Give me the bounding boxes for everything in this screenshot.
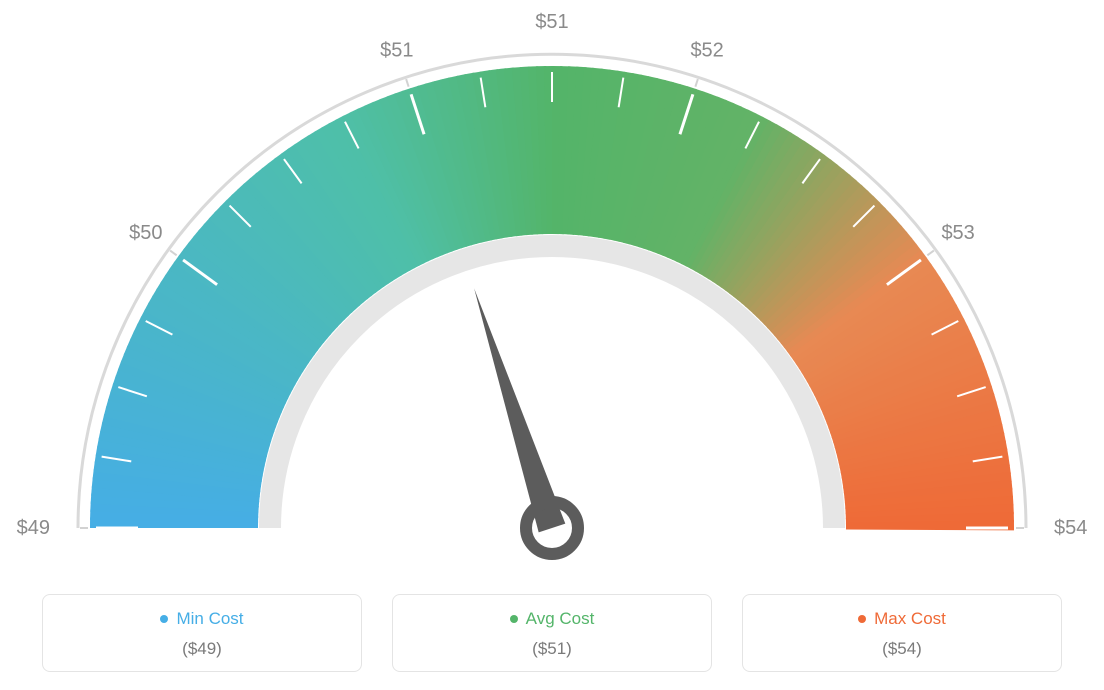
gauge-major-tick [927, 251, 933, 256]
legend-card-min: Min Cost ($49) [42, 594, 362, 672]
legend-value-min: ($49) [53, 639, 351, 659]
legend-title-min: Min Cost [160, 609, 243, 629]
gauge-major-tick [406, 79, 408, 87]
legend-label-avg: Avg Cost [526, 609, 595, 629]
gauge-container: $49 $50 $51 $51 $52 $53 $54 [0, 0, 1104, 560]
gauge-tick-label: $54 [1054, 517, 1087, 539]
gauge-tick-label: $50 [129, 222, 162, 244]
legend-label-max: Max Cost [874, 609, 946, 629]
gauge-major-tick [170, 251, 176, 256]
legend-dot-max [858, 615, 866, 623]
legend-card-avg: Avg Cost ($51) [392, 594, 712, 672]
gauge-tick-label: $52 [690, 40, 723, 62]
gauge-color-band [90, 66, 1014, 530]
legend-value-avg: ($51) [403, 639, 701, 659]
legend-title-avg: Avg Cost [510, 609, 595, 629]
gauge-chart: $49 $50 $51 $51 $52 $53 $54 [0, 0, 1104, 560]
legend-dot-min [160, 615, 168, 623]
legend-dot-avg [510, 615, 518, 623]
legend-title-max: Max Cost [858, 609, 946, 629]
legend-value-max: ($54) [753, 639, 1051, 659]
gauge-tick-label: $53 [941, 222, 974, 244]
legend-card-max: Max Cost ($54) [742, 594, 1062, 672]
legend-label-min: Min Cost [176, 609, 243, 629]
gauge-tick-label: $49 [17, 517, 50, 539]
gauge-needle [474, 288, 565, 532]
gauge-major-tick [695, 79, 697, 87]
legend-row: Min Cost ($49) Avg Cost ($51) Max Cost ($54) [0, 594, 1104, 672]
gauge-tick-label: $51 [535, 11, 568, 33]
gauge-tick-label: $51 [380, 40, 413, 62]
